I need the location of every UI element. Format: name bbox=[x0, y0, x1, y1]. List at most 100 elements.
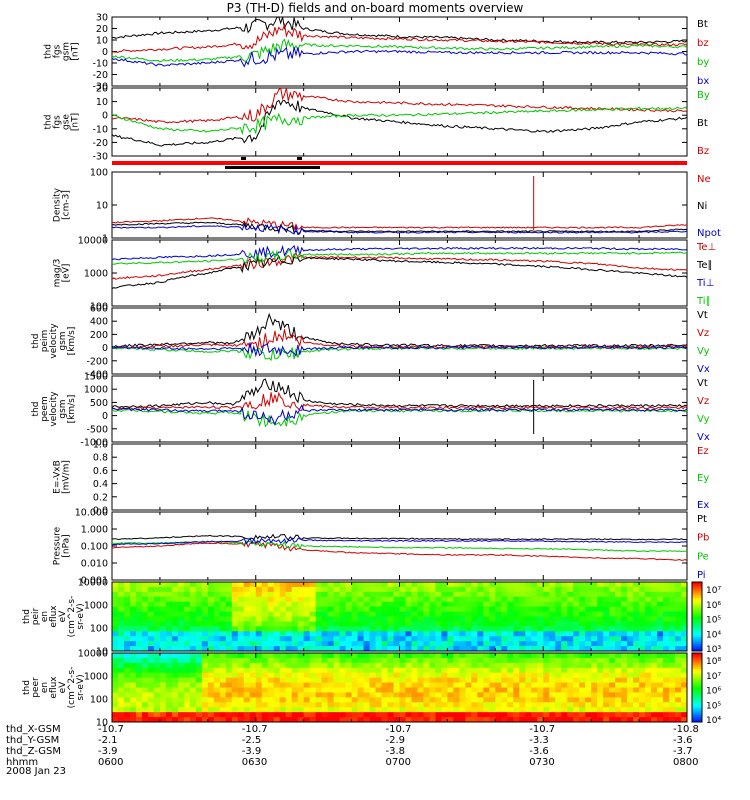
heatmap-cell bbox=[381, 702, 389, 708]
heatmap-cell bbox=[207, 631, 215, 637]
heatmap-cell bbox=[177, 677, 185, 684]
heatmap-cell bbox=[465, 697, 472, 703]
heatmap-cell bbox=[681, 582, 688, 588]
heatmap-cell bbox=[549, 621, 556, 627]
heatmap-cell bbox=[621, 591, 628, 598]
heatmap-cell bbox=[615, 636, 622, 642]
heatmap-cell bbox=[429, 653, 436, 659]
heatmap-cell bbox=[279, 606, 287, 613]
heatmap-cell bbox=[285, 657, 293, 664]
heatmap-cell bbox=[597, 591, 604, 598]
heatmap-cell bbox=[243, 717, 251, 723]
heatmap-cell bbox=[483, 692, 490, 698]
heatmap-cell bbox=[363, 697, 371, 703]
heatmap-cell bbox=[435, 717, 442, 723]
heatmap-cell bbox=[201, 717, 209, 723]
heatmap-cell bbox=[465, 626, 472, 632]
heatmap-cell bbox=[225, 662, 233, 669]
heatmap-cell bbox=[183, 702, 191, 708]
heatmap-cell bbox=[201, 682, 209, 688]
heatmap-cell bbox=[363, 606, 371, 613]
heatmap-cell bbox=[399, 667, 406, 674]
heatmap-cell bbox=[327, 582, 335, 588]
heatmap-cell bbox=[297, 672, 305, 679]
heatmap-cell bbox=[471, 646, 478, 652]
heatmap-cell bbox=[609, 606, 616, 613]
heatmap-cell bbox=[681, 611, 688, 617]
heatmap-cell bbox=[255, 687, 263, 693]
heatmap-cell bbox=[423, 662, 430, 669]
heatmap-cell bbox=[675, 717, 682, 723]
heatmap-cell bbox=[441, 702, 448, 708]
y-tick-label: 1.000 bbox=[81, 525, 108, 536]
heatmap-cell bbox=[147, 667, 155, 674]
legend-label: Pi bbox=[697, 570, 706, 581]
heatmap-cell bbox=[441, 582, 448, 588]
heatmap-cell bbox=[441, 646, 448, 652]
heatmap-cell bbox=[327, 677, 335, 684]
heatmap-cell bbox=[333, 697, 341, 703]
heatmap-cell bbox=[147, 653, 155, 659]
heatmap-cell bbox=[147, 677, 155, 684]
heatmap-cell bbox=[321, 596, 329, 603]
heatmap-cell bbox=[393, 707, 400, 713]
heatmap-cell bbox=[567, 582, 574, 588]
heatmap-cell bbox=[141, 596, 149, 603]
heatmap-cell bbox=[279, 697, 287, 703]
heatmap-cell bbox=[507, 653, 514, 659]
heatmap-cell bbox=[351, 667, 359, 674]
heatmap-cell bbox=[567, 682, 574, 688]
heatmap-cell bbox=[213, 657, 221, 664]
heatmap-cell bbox=[231, 611, 239, 617]
heatmap-cell bbox=[321, 631, 329, 637]
heatmap-cell bbox=[561, 646, 568, 652]
heatmap-cell bbox=[291, 672, 299, 679]
heatmap-cell bbox=[633, 677, 640, 684]
heatmap-cell bbox=[363, 672, 371, 679]
heatmap-cell bbox=[639, 667, 646, 674]
series-line-bz bbox=[111, 22, 688, 53]
heatmap-cell bbox=[117, 662, 125, 669]
heatmap-cell bbox=[537, 631, 544, 637]
heatmap-cell bbox=[117, 586, 125, 593]
heatmap-cell bbox=[177, 657, 185, 664]
heatmap-cell bbox=[405, 682, 412, 688]
heatmap-cell bbox=[213, 606, 221, 613]
heatmap-cell bbox=[153, 591, 161, 598]
heatmap-cell bbox=[561, 697, 568, 703]
heatmap-cell bbox=[393, 586, 400, 593]
heatmap-cell bbox=[177, 606, 185, 613]
heatmap-cell bbox=[639, 591, 646, 598]
heatmap-cell bbox=[459, 621, 466, 627]
colorbar-segment bbox=[692, 611, 702, 615]
heatmap-cell bbox=[273, 672, 281, 679]
heatmap-cell bbox=[363, 611, 371, 617]
x-axis-row-value: -2.5 bbox=[241, 735, 262, 746]
heatmap-cell bbox=[153, 677, 161, 684]
y-tick-label: 1500 bbox=[84, 372, 108, 383]
heatmap-cell bbox=[189, 707, 197, 713]
heatmap-cell bbox=[213, 662, 221, 669]
heatmap-cell bbox=[237, 677, 245, 684]
heatmap-cell bbox=[112, 606, 119, 613]
heatmap-cell bbox=[141, 621, 149, 627]
heatmap-cell bbox=[423, 707, 430, 713]
heatmap-cell bbox=[387, 712, 395, 718]
heatmap-cell bbox=[621, 621, 628, 627]
heatmap-cell bbox=[195, 657, 203, 664]
heatmap-cell bbox=[465, 601, 472, 608]
burst-bar bbox=[225, 166, 320, 169]
heatmap-cell bbox=[201, 662, 209, 669]
heatmap-cell bbox=[477, 657, 484, 664]
heatmap-cell bbox=[645, 653, 652, 659]
heatmap-cell bbox=[609, 641, 616, 647]
heatmap-cell bbox=[525, 586, 532, 593]
y-tick-label: 1000 bbox=[84, 601, 108, 612]
heatmap-cell bbox=[507, 586, 514, 593]
heatmap-cell bbox=[519, 626, 526, 632]
heatmap-cell bbox=[435, 626, 442, 632]
heatmap-cell bbox=[669, 702, 676, 708]
heatmap-cell bbox=[267, 616, 275, 622]
heatmap-cell bbox=[159, 712, 167, 718]
colorbar-segment bbox=[692, 719, 702, 723]
